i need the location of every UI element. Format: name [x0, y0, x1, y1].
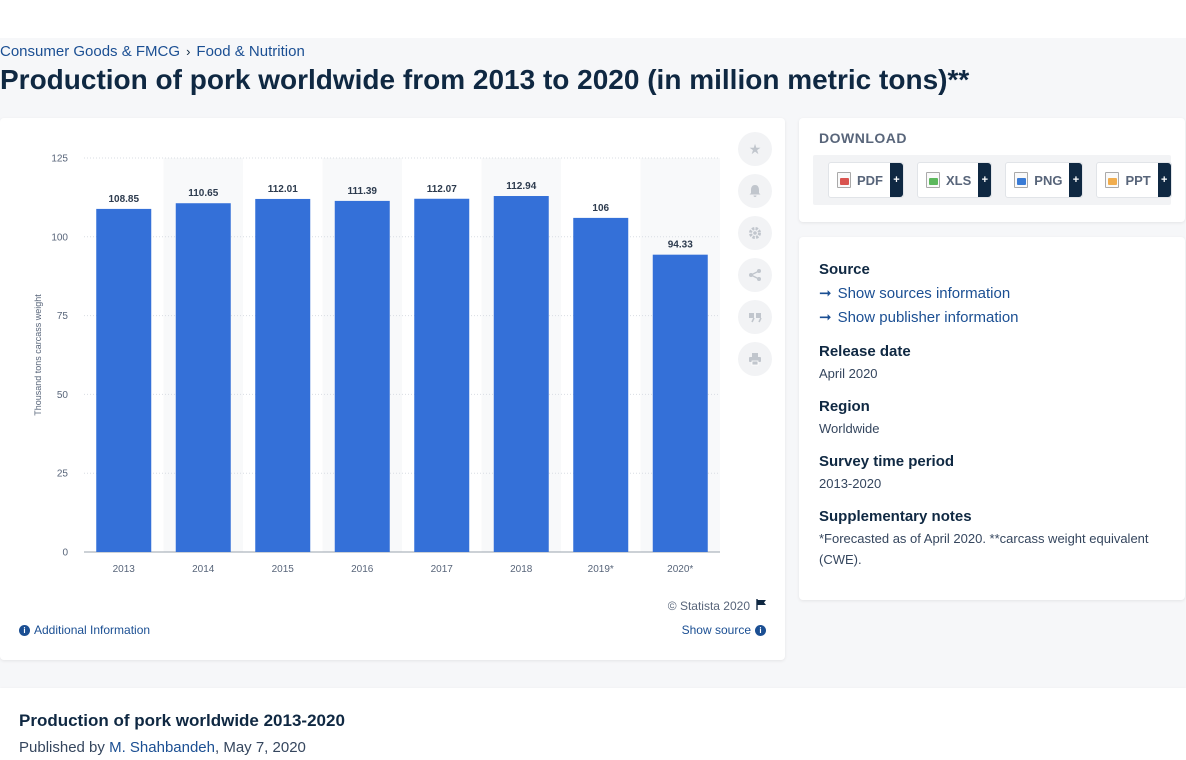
quote-icon[interactable]	[738, 300, 772, 334]
show-source-link[interactable]: Show source i	[682, 623, 766, 637]
plus-icon: +	[978, 163, 992, 197]
bell-icon[interactable]	[738, 174, 772, 208]
breadcrumb-separator: ›	[186, 44, 191, 59]
plus-icon: +	[1069, 163, 1083, 197]
print-icon[interactable]	[738, 342, 772, 376]
download-ppt-label: PPT	[1125, 172, 1151, 188]
bar	[652, 254, 708, 552]
y-tick-label: 75	[57, 311, 69, 322]
plus-icon: +	[1157, 163, 1171, 197]
data-label: 112.94	[506, 181, 536, 192]
chart-copyright: © Statista 2020	[668, 599, 767, 613]
show-source-label: Show source	[681, 623, 751, 637]
share-icon[interactable]	[738, 258, 772, 292]
data-label: 108.85	[108, 194, 139, 205]
additional-info-link[interactable]: i Additional Information	[19, 623, 150, 637]
y-tick-label: 50	[57, 390, 69, 401]
bar-chart: 0 25 50 75 100 125 Thousand tons carcass weigh…	[33, 154, 720, 575]
star-icon[interactable]: ★	[738, 132, 772, 166]
region-value: Worldwide	[819, 421, 880, 436]
top-bar	[0, 0, 1186, 38]
copyright-text: © Statista 2020	[667, 599, 750, 613]
breadcrumb-consumer-goods[interactable]: Consumer Goods & FMCG	[0, 43, 181, 60]
bar	[96, 208, 152, 553]
data-label: 112.07	[427, 184, 457, 195]
png-file-icon	[1014, 172, 1029, 188]
additional-info-label: Additional Information	[34, 623, 151, 637]
download-png-label: PNG	[1034, 172, 1063, 188]
data-label: 112.01	[268, 184, 298, 195]
page-title: Production of pork worldwide from 2013 t…	[0, 64, 970, 95]
y-tick-label: 100	[51, 232, 68, 243]
plus-icon: +	[890, 163, 903, 197]
info-icon: i	[19, 624, 30, 636]
show-sources-link[interactable]: ➞ Show sources information	[819, 284, 1011, 303]
survey-period-label: Survey time period	[819, 453, 955, 470]
download-xls-label: XLS	[946, 172, 972, 188]
chart-toolbar: ★	[738, 132, 772, 384]
breadcrumb: Consumer Goods & FMCG › Food & Nutrition	[0, 43, 305, 60]
bar	[414, 198, 470, 552]
x-tick-label: 2017	[431, 564, 454, 575]
author-link[interactable]: M. Shahbandeh	[109, 739, 215, 756]
release-date-label: Release date	[819, 343, 911, 360]
chart-card: 0 25 50 75 100 125 Thousand tons carcass weigh…	[0, 118, 785, 660]
bar	[493, 196, 549, 552]
survey-period-value: 2013-2020	[819, 476, 882, 491]
y-axis-label: Thousand tons carcass weight	[33, 294, 43, 416]
region-label: Region	[819, 398, 870, 415]
download-pdf-label: PDF	[857, 172, 883, 188]
x-tick-label: 2019*	[588, 564, 614, 575]
show-publisher-link[interactable]: ➞ Show publisher information	[819, 308, 1019, 327]
arrow-right-icon: ➞	[819, 285, 832, 302]
data-label: 111.39	[348, 186, 378, 197]
download-pdf-button[interactable]: PDF +	[828, 162, 904, 198]
flag-icon[interactable]	[756, 599, 767, 613]
x-tick-label: 2013	[113, 564, 136, 575]
breadcrumb-food-nutrition[interactable]: Food & Nutrition	[196, 43, 305, 60]
statistic-title: Production of pork worldwide 2013-2020	[19, 711, 345, 730]
meta-card: Source ➞ Show sources information ➞ Show…	[799, 237, 1185, 600]
x-tick-label: 2015	[272, 564, 295, 575]
arrow-right-icon: ➞	[819, 309, 832, 326]
y-tick-label: 0	[62, 548, 68, 559]
download-xls-button[interactable]: XLS +	[917, 162, 993, 198]
download-title: DOWNLOAD	[819, 130, 907, 146]
source-label: Source	[819, 261, 870, 278]
data-label: 110.65	[188, 188, 218, 199]
pdf-file-icon	[837, 172, 851, 188]
download-png-button[interactable]: PNG +	[1005, 162, 1084, 198]
ppt-file-icon	[1105, 172, 1120, 188]
bar	[334, 200, 390, 552]
data-label: 94.33	[668, 240, 693, 251]
gear-icon[interactable]	[738, 216, 772, 250]
show-publisher-label: Show publisher information	[837, 308, 1019, 326]
x-tick-label: 2014	[192, 564, 215, 575]
publish-date: , May 7, 2020	[215, 739, 306, 756]
xls-file-icon	[926, 172, 940, 188]
x-tick-label: 2020*	[667, 564, 693, 575]
bar	[255, 198, 311, 552]
release-date-value: April 2020	[819, 366, 878, 381]
download-ppt-button[interactable]: PPT +	[1096, 162, 1172, 198]
byline: Published by M. Shahbandeh, May 7, 2020	[19, 739, 306, 756]
info-icon: i	[755, 624, 766, 636]
bar	[573, 217, 629, 552]
data-label: 106	[592, 203, 609, 214]
download-card: DOWNLOAD PDF + XLS + PNG + PPT +	[799, 118, 1185, 222]
x-tick-label: 2018	[510, 564, 533, 575]
download-buttons: PDF + XLS + PNG + PPT +	[813, 155, 1172, 205]
published-by-label: Published by	[19, 739, 105, 756]
bar	[175, 203, 231, 552]
y-tick-label: 125	[51, 154, 68, 165]
supplementary-notes-label: Supplementary notes	[819, 508, 972, 525]
bottom-card: Production of pork worldwide 2013-2020 P…	[0, 688, 1186, 760]
show-sources-label: Show sources information	[837, 284, 1011, 302]
y-tick-label: 25	[57, 469, 69, 480]
supplementary-notes-value: *Forecasted as of April 2020. **carcass …	[819, 531, 1149, 567]
x-tick-label: 2016	[351, 564, 374, 575]
